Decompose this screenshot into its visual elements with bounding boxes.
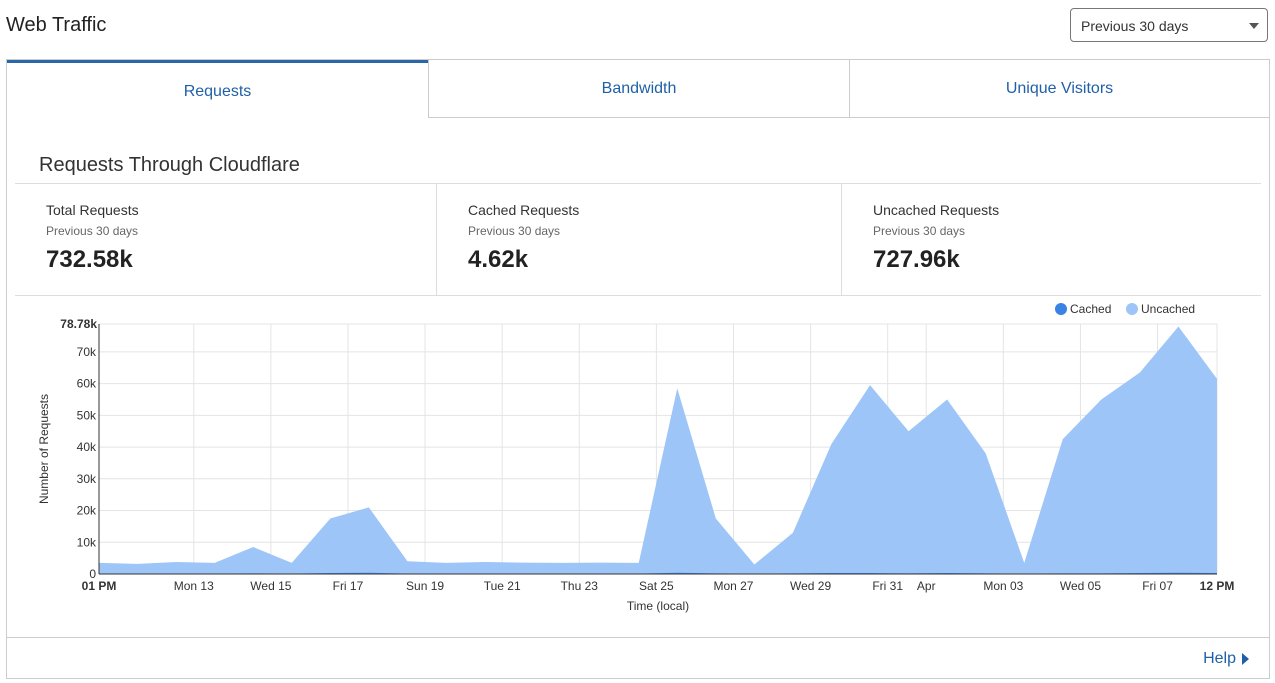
x-tick-label: Fri 07 — [1142, 579, 1173, 593]
y-tick-label: 0 — [89, 567, 96, 581]
x-tick-label: Sun 19 — [406, 579, 444, 593]
stat-label: Total Requests — [46, 202, 139, 218]
x-tick-label: Wed 05 — [1060, 579, 1101, 593]
y-tick-label: 50k — [77, 408, 97, 422]
time-range-select[interactable]: Previous 30 days — [1070, 8, 1268, 42]
stat-value: 732.58k — [46, 246, 133, 273]
y-tick-label: 70k — [77, 345, 97, 359]
caret-right-icon — [1242, 652, 1249, 665]
section-title: Requests Through Cloudflare — [39, 154, 300, 176]
x-tick-label: Apr — [917, 579, 936, 593]
x-tick-label: Mon 03 — [983, 579, 1023, 593]
stat-period: Previous 30 days — [873, 224, 966, 238]
x-tick-label: 12 PM — [1200, 579, 1235, 593]
tab-bar: Requests Bandwidth Unique Visitors — [7, 60, 1269, 118]
stat-period: Previous 30 days — [468, 224, 561, 238]
stat-label: Cached Requests — [468, 202, 580, 218]
y-tick-label: 30k — [77, 472, 97, 486]
y-max-label: 78.78k — [60, 317, 97, 331]
x-tick-label: 01 PM — [82, 579, 117, 593]
stat-cached-requests: Cached Requests Previous 30 days 4.62k — [436, 184, 841, 295]
stat-period: Previous 30 days — [46, 224, 139, 238]
legend-dot-uncached — [1126, 303, 1138, 315]
legend-dot-cached — [1055, 303, 1067, 315]
legend-label-uncached: Uncached — [1141, 302, 1195, 316]
x-tick-label: Thu 23 — [561, 579, 599, 593]
stat-label: Uncached Requests — [873, 202, 1000, 218]
help-label: Help — [1203, 650, 1236, 667]
x-axis-title: Time (local) — [627, 599, 689, 613]
x-tick-label: Mon 27 — [713, 579, 753, 593]
x-tick-label: Tue 21 — [484, 579, 521, 593]
y-tick-label: 60k — [77, 377, 97, 391]
x-tick-label: Sat 25 — [639, 579, 674, 593]
x-tick-label: Wed 29 — [790, 579, 831, 593]
legend-label-cached: Cached — [1070, 302, 1111, 316]
y-tick-label: 40k — [77, 440, 97, 454]
y-tick-label: 10k — [77, 535, 97, 549]
tab-requests[interactable]: Requests — [7, 60, 428, 118]
stat-total-requests: Total Requests Previous 30 days 732.58k — [15, 184, 436, 295]
stat-uncached-requests: Uncached Requests Previous 30 days 727.9… — [841, 184, 1261, 295]
traffic-panel: Requests Bandwidth Unique Visitors Reque… — [6, 59, 1270, 679]
page-title: Web Traffic — [6, 14, 107, 36]
x-tick-label: Fri 17 — [333, 579, 364, 593]
help-footer: Help — [7, 637, 1269, 679]
requests-chart: 0 10k 20k 30k 40k 50k 60k 70k 78.78k 01 PM Mon 13 W… — [37, 302, 1235, 613]
x-tick-label: Fri 31 — [872, 579, 903, 593]
help-link[interactable]: Help — [1203, 650, 1249, 668]
tab-bandwidth[interactable]: Bandwidth — [428, 60, 849, 118]
series-area-uncached — [99, 326, 1217, 574]
x-tick-label: Wed 15 — [250, 579, 291, 593]
stat-value: 727.96k — [873, 246, 960, 273]
tab-unique-visitors[interactable]: Unique Visitors — [849, 60, 1269, 118]
stat-value: 4.62k — [468, 246, 529, 273]
chevron-down-icon — [1249, 23, 1259, 29]
y-tick-label: 20k — [77, 504, 97, 518]
stats-row: Total Requests Previous 30 days 732.58k … — [15, 183, 1261, 296]
x-tick-label: Mon 13 — [174, 579, 214, 593]
time-range-value: Previous 30 days — [1081, 18, 1189, 34]
y-axis-title: Number of Requests — [37, 394, 51, 504]
